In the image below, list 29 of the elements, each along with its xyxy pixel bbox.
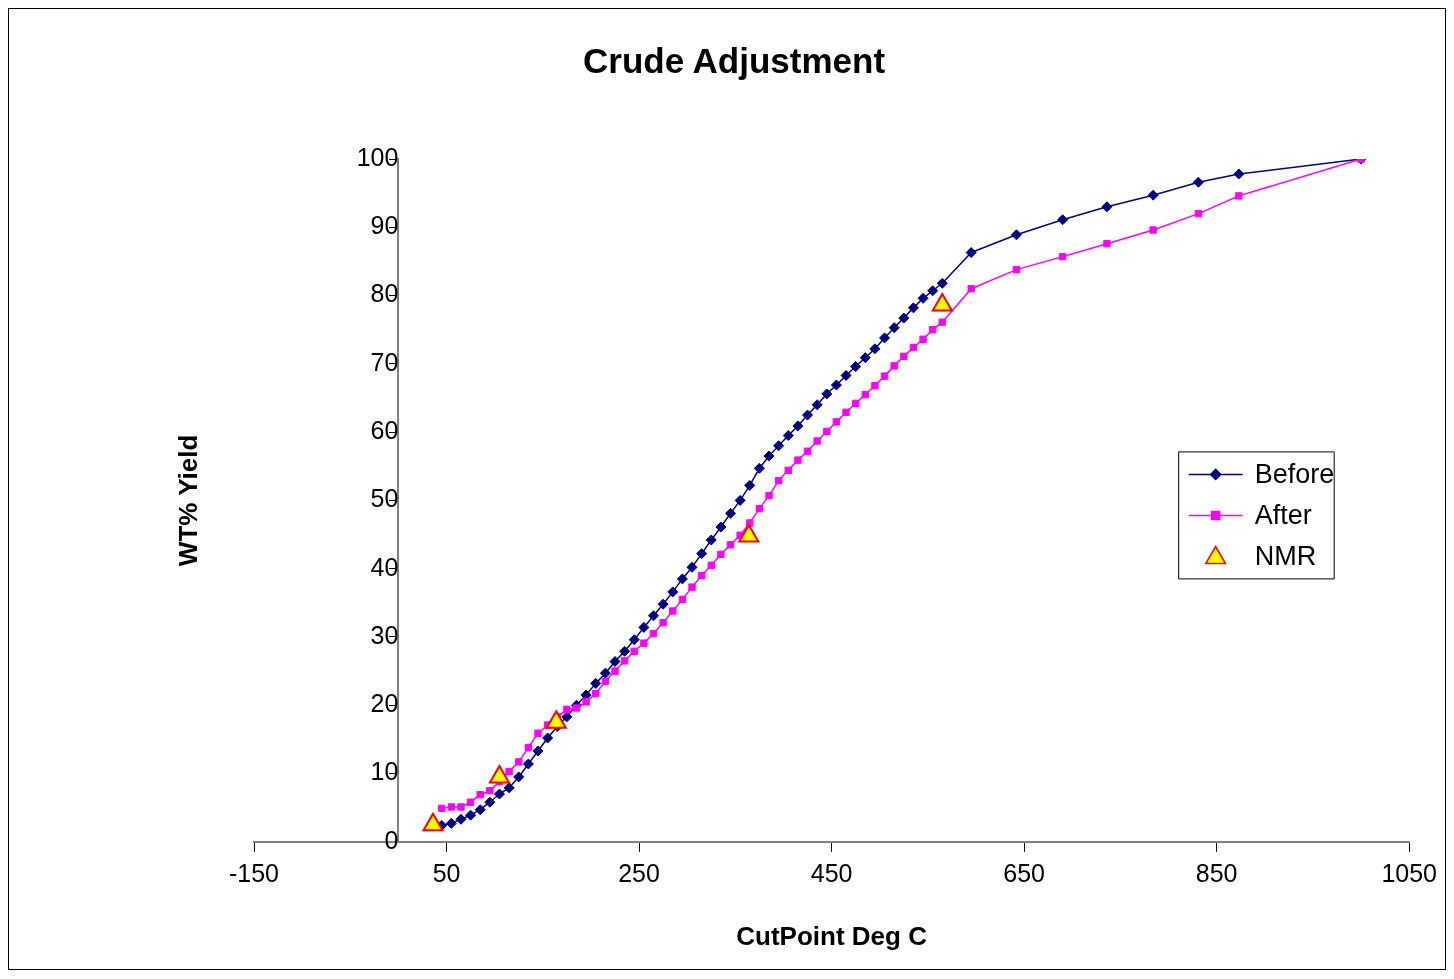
legend-label: NMR (1254, 540, 1317, 571)
x-tick-label: 250 (618, 858, 660, 887)
x-axis-title: CutPoint Deg C (736, 920, 928, 951)
y-tick-label: 90 (370, 211, 399, 240)
y-tick-label: 40 (370, 552, 399, 581)
legend-label: After (1254, 499, 1312, 530)
x-tick-label: 50 (432, 858, 461, 887)
point (738, 523, 760, 543)
y-tick-label: 10 (370, 757, 399, 786)
y-tick-label: 80 (370, 279, 399, 308)
x-tick-label: 450 (810, 858, 853, 887)
x-tick-label: 1050 (1381, 858, 1437, 887)
x-tick-label: -150 (228, 858, 280, 887)
point (488, 764, 511, 784)
x-tick-label: 850 (1195, 858, 1238, 887)
y-tick-label: 60 (370, 416, 399, 445)
y-tick-label: 0 (384, 825, 399, 854)
point (422, 812, 444, 832)
legend-label: Before (1254, 458, 1335, 489)
point (931, 293, 953, 312)
y-tick-label: 20 (370, 689, 399, 718)
y-tick-label: 70 (370, 347, 399, 376)
y-axis-title: WT% Yield (173, 434, 204, 567)
chart-title: Crude Adjustment (582, 40, 886, 80)
y-tick-label: 30 (370, 620, 399, 649)
y-tick-label: 100 (356, 142, 399, 171)
x-tick-label: 650 (1003, 858, 1045, 887)
y-tick-label: 50 (370, 484, 399, 513)
point (545, 710, 567, 729)
